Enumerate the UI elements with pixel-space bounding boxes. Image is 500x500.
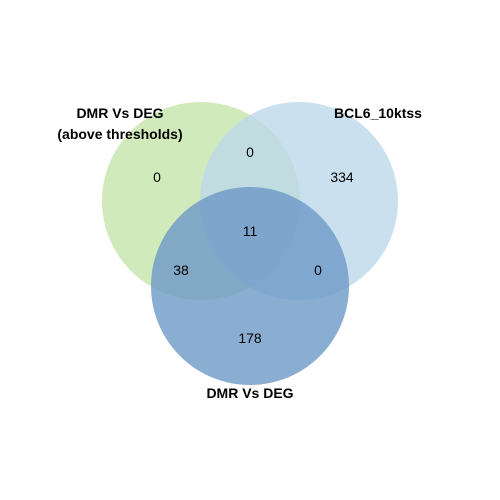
set-label-b: BCL6_10ktss xyxy=(334,105,422,121)
count-ac-only: 38 xyxy=(173,262,189,278)
set-circle-dmr-vs-deg xyxy=(151,187,349,385)
set-label-a-line-1: DMR Vs DEG xyxy=(76,105,163,121)
count-ab-only: 0 xyxy=(246,144,254,160)
count-bc-only: 0 xyxy=(314,262,322,278)
count-c-only: 178 xyxy=(238,330,262,346)
count-a-only: 0 xyxy=(153,169,161,185)
count-b-only: 334 xyxy=(330,169,354,185)
set-label-a-line-2: (above thresholds) xyxy=(57,126,182,142)
set-label-c: DMR Vs DEG xyxy=(206,385,293,401)
count-abc: 11 xyxy=(243,223,258,239)
